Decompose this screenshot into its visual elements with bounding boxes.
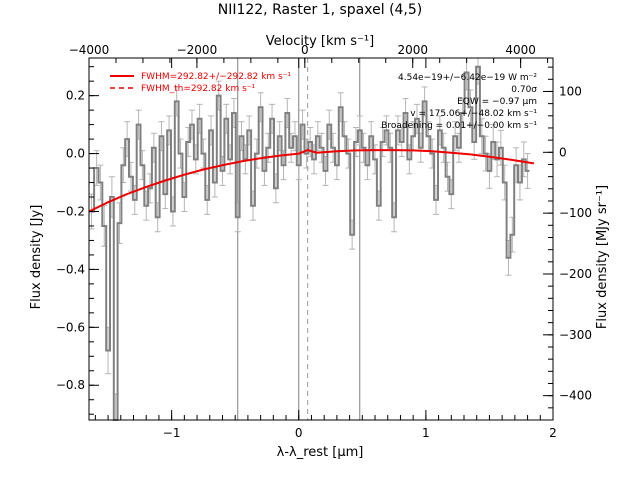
- top-tick-label-3: 2000: [397, 43, 428, 57]
- y-tick-label-1: −0.6: [56, 320, 85, 334]
- annotation-sigma: 0.70σ: [511, 85, 537, 95]
- x-tick-label-2: 1: [422, 426, 430, 440]
- legend: FWHM=292.82+/−292.82 km s⁻¹ FWHM_th=292.…: [110, 72, 291, 94]
- x-tick-label-0: −1: [163, 426, 181, 440]
- axes-ticks: −1 0 1 2−0.8−0.6−0.4−0.20.00.2−4000 −2000 0 20…: [56, 43, 592, 440]
- annotation-flux: 4.54e−19+/−6.42e−19 W m⁻²: [398, 73, 537, 83]
- right-axis-label: Flux density [MJy sr⁻¹]: [595, 185, 610, 329]
- right-tick-label-2: −200: [559, 267, 592, 281]
- annotation-broadening: Broadening = 0.01+/−0.00 km s⁻¹: [381, 121, 537, 131]
- reference-lines: [237, 58, 361, 420]
- annotation-eqw: EQW = −0.97 μm: [457, 97, 537, 107]
- right-tick-label-5: 100: [559, 84, 582, 98]
- legend-fwhm-th-label: FWHM_th=292.82 km s⁻¹: [141, 84, 256, 94]
- right-tick-label-4: 0: [559, 145, 567, 159]
- top-axis-label: Velocity [km s⁻¹]: [266, 34, 374, 49]
- y-tick-label-3: −0.2: [56, 204, 85, 218]
- y-tick-label-4: 0.0: [66, 147, 85, 161]
- x-axis-label: λ-λ_rest [μm]: [277, 445, 364, 460]
- right-tick-label-1: −300: [559, 328, 592, 342]
- y-axis-label: Flux density [Jy]: [29, 205, 44, 310]
- fit-annotations: 4.54e−19+/−6.42e−19 W m⁻² 0.70σ EQW = −0…: [381, 73, 537, 131]
- legend-fwhm-label: FWHM=292.82+/−292.82 km s⁻¹: [141, 72, 291, 82]
- right-tick-label-0: −400: [559, 389, 592, 403]
- top-tick-label-2: 0: [301, 43, 309, 57]
- plot-frame: [88, 57, 554, 421]
- annotation-velocity: v = 175.06+/−48.02 km s⁻¹: [410, 109, 537, 119]
- fit-curve: [88, 149, 535, 213]
- x-tick-label-1: 0: [295, 426, 303, 440]
- spectrum-step-line: [89, 65, 530, 421]
- x-tick-label-3: 2: [549, 426, 557, 440]
- y-tick-label-2: −0.4: [56, 262, 85, 276]
- top-tick-label-0: −4000: [69, 43, 110, 57]
- y-tick-label-0: −0.8: [56, 378, 85, 392]
- top-tick-label-1: −2000: [177, 43, 218, 57]
- right-tick-label-3: −100: [559, 206, 592, 220]
- chart-title: NII122, Raster 1, spaxel (4,5): [218, 2, 423, 18]
- top-tick-label-4: 4000: [505, 43, 536, 57]
- y-tick-label-5: 0.2: [66, 89, 85, 103]
